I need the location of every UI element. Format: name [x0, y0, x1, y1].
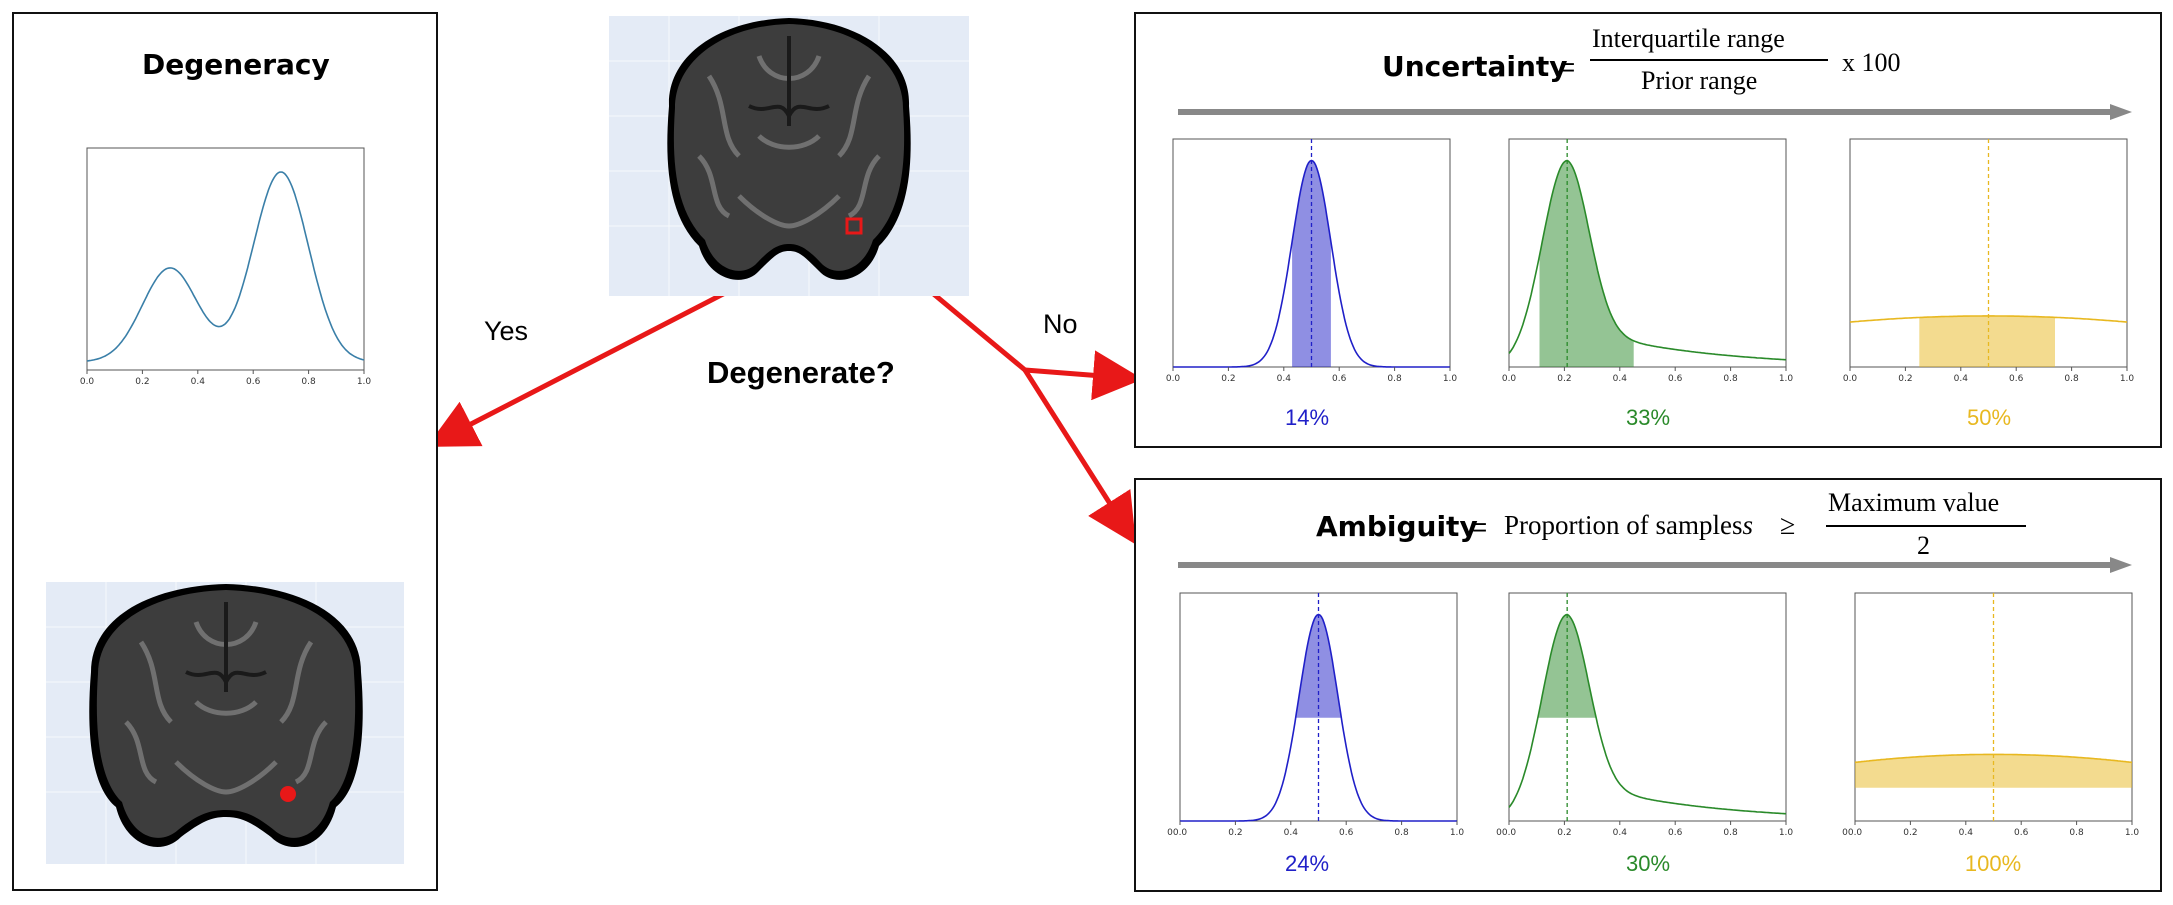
tick-label: 0.8	[2064, 374, 2079, 384]
tick-label: 0.4	[1277, 374, 1292, 384]
tick-label: 0.6	[2014, 828, 2029, 838]
ambiguity-fraction-line	[1826, 525, 2026, 527]
brain-scan-top	[609, 16, 969, 296]
tick-label: 0.6	[1668, 374, 1683, 384]
tick-label-extra: 0	[1167, 828, 1173, 838]
ambiguity-percent-2: 30%	[1625, 851, 1671, 876]
bimodal-plot: 0.0 0.2 0.4 0.6 0.8 1.0	[80, 147, 371, 387]
tick-label: 0.0	[1502, 828, 1517, 838]
distribution-curve	[1508, 613, 1786, 815]
uncertainty-numerator: Interquartile range	[1592, 24, 1785, 53]
tick-label: 0.4	[191, 377, 206, 387]
tick-label: 0.2	[1221, 374, 1235, 384]
ambiguity-denominator: 2	[1917, 531, 1930, 560]
uncertainty-fraction-line	[1590, 59, 1828, 61]
uncertainty-scale-arrow	[1178, 104, 2132, 120]
tick-label: 0.6	[1332, 374, 1347, 384]
ambiguity-plot-skewed: 0.0 0.2 0.4 0.6 0.8 1.0 0	[1496, 592, 1793, 838]
tick-label: 0.4	[1954, 374, 1969, 384]
tick-label: 0.2	[1557, 828, 1571, 838]
uncertainty-title: Uncertainty	[1382, 50, 1568, 83]
tick-label: 0.6	[246, 377, 261, 387]
ambiguity-plot-narrow: 0.0 0.2 0.4 0.6 0.8 1.0 0	[1167, 592, 1464, 838]
no-label: No	[1043, 309, 1078, 339]
tick-label: 0.8	[1723, 374, 1738, 384]
tick-label: 0.6	[1668, 828, 1683, 838]
uncertainty-plot-skewed: 0.0 0.2 0.4 0.6 0.8 1.0	[1502, 138, 1793, 384]
ambiguity-var: s	[1742, 510, 1753, 540]
tick-label: 0.2	[1903, 828, 1917, 838]
tick-label: 0.0	[1173, 828, 1188, 838]
uncertainty-denominator: Prior range	[1641, 66, 1758, 95]
tick-label: 0.0	[80, 377, 95, 387]
uncertainty-percent-2: 33%	[1625, 405, 1671, 430]
yes-label: Yes	[484, 316, 529, 346]
uncertainty-equals: =	[1560, 52, 1576, 82]
ambiguity-scale-arrow	[1178, 557, 2132, 573]
uncertainty-percent-3: 50%	[1966, 405, 2012, 430]
tick-label: 0.4	[1613, 374, 1628, 384]
tick-label: 0.4	[1284, 828, 1299, 838]
tick-label-extra: 0	[1842, 828, 1848, 838]
tick-label: 0.8	[301, 377, 316, 387]
tick-label: 0.2	[1557, 374, 1571, 384]
tick-label: 0.2	[1228, 828, 1242, 838]
tick-label: 0.4	[1613, 828, 1628, 838]
ambiguity-numerator: Maximum value	[1828, 488, 2000, 517]
tick-label: 1.0	[1443, 374, 1458, 384]
ambiguity-plot-flat: 0.0 0.2 0.4 0.6 0.8 1.0 0	[1842, 592, 2139, 838]
fill-region	[1292, 160, 1331, 367]
ambiguity-geq: ≥	[1780, 510, 1796, 541]
tick-label: 1.0	[1450, 828, 1465, 838]
tick-label: 0.4	[1959, 828, 1974, 838]
uncertainty-multiplier: x 100	[1842, 48, 1901, 77]
ambiguity-percent-1: 24%	[1284, 851, 1330, 876]
tick-label: 0.0	[1502, 374, 1517, 384]
tick-label: 0.8	[2069, 828, 2084, 838]
uncertainty-percent-1: 14%	[1284, 405, 1330, 430]
tick-label: 0.0	[1166, 374, 1181, 384]
tick-label: 1.0	[1779, 828, 1794, 838]
uncertainty-plot-flat: 0.0 0.2 0.4 0.6 0.8 1.0	[1843, 138, 2134, 384]
brain-scan-bottom	[46, 582, 404, 864]
tick-label-extra: 0	[1496, 828, 1502, 838]
fill-region	[1539, 160, 1634, 367]
tick-label: 1.0	[2125, 828, 2140, 838]
ambiguity-title: Ambiguity	[1316, 510, 1478, 543]
no-arrow-uncertainty	[1024, 350, 1143, 401]
tick-label: 0.0	[1848, 828, 1863, 838]
tick-label: 0.2	[1898, 374, 1912, 384]
uncertainty-plot-narrow: 0.0 0.2 0.4 0.6 0.8 1.0	[1166, 138, 1457, 384]
degenerate-question: Degenerate?	[707, 355, 895, 390]
ambiguity-lhs: Proportion of sampless	[1504, 510, 1753, 541]
tick-label: 0.2	[135, 377, 149, 387]
tick-label: 0.6	[1339, 828, 1354, 838]
ambiguity-equals: =	[1472, 512, 1488, 542]
fill-region	[1919, 315, 2055, 367]
tick-label: 1.0	[357, 377, 372, 387]
tick-label: 1.0	[2120, 374, 2135, 384]
tick-label: 1.0	[1779, 374, 1794, 384]
ambiguity-percent-3: 100%	[1964, 851, 2022, 876]
tick-label: 0.0	[1843, 374, 1858, 384]
tick-label: 0.8	[1723, 828, 1738, 838]
degeneracy-title: Degeneracy	[142, 48, 330, 81]
tick-label: 0.8	[1387, 374, 1402, 384]
tick-label: 0.8	[1394, 828, 1409, 838]
tick-label: 0.6	[2009, 374, 2024, 384]
no-arrow-ambiguity	[1022, 368, 1137, 545]
ambiguity-lhs-text: Proportion of samples	[1504, 510, 1743, 540]
distribution-curve	[1508, 159, 1786, 361]
